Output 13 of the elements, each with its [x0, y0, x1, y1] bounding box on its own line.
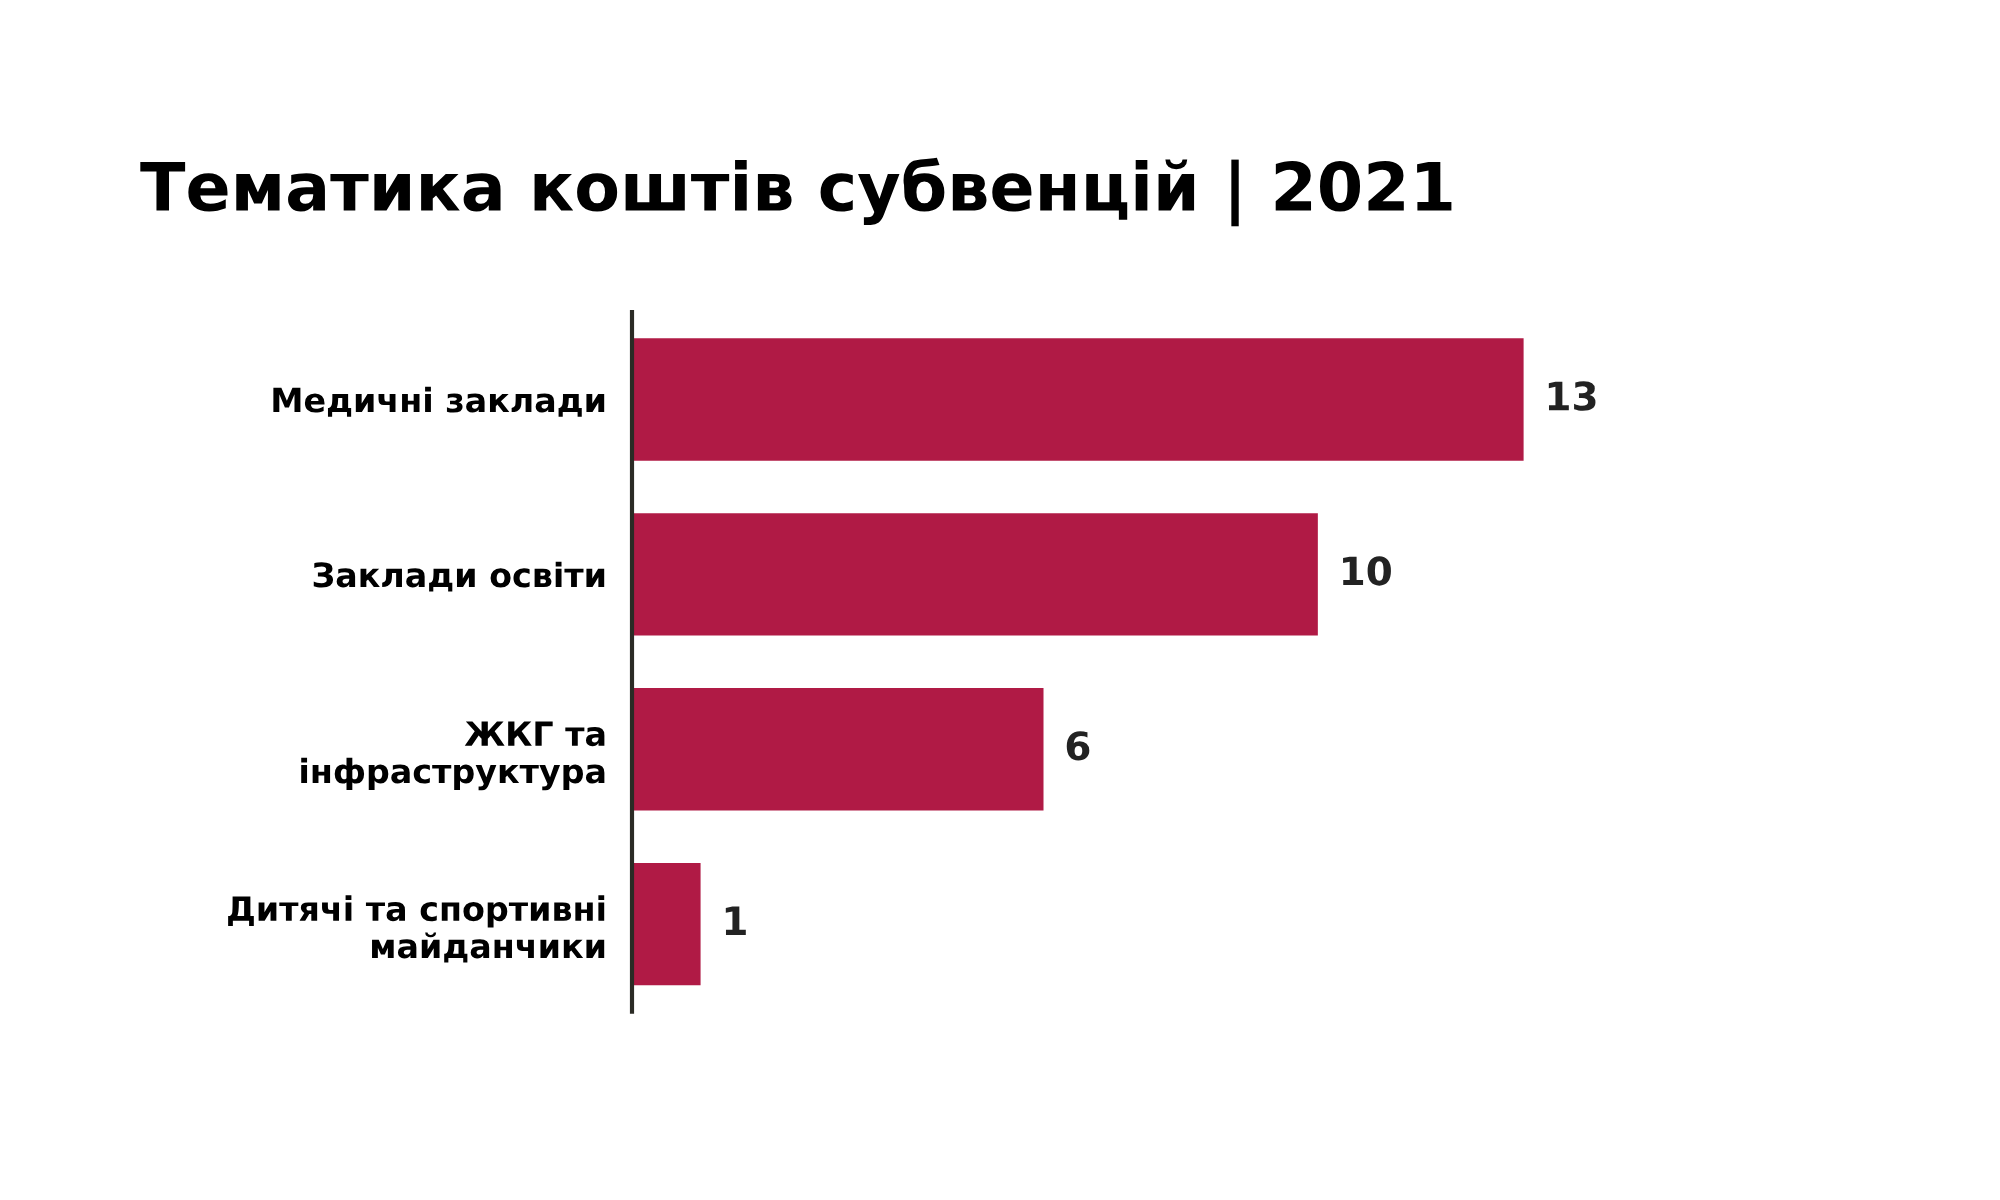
- data-label: 10: [1343, 556, 1391, 586]
- bar: [632, 338, 1524, 461]
- bar: [632, 513, 1318, 636]
- y-tick-label: Заклади освіти: [313, 561, 605, 592]
- bar: [632, 688, 1044, 811]
- bar: [632, 862, 701, 986]
- chart-title: Тематика коштів субвенцій | 2021: [140, 157, 1452, 227]
- y-tick-label: ЖКГ та інфраструктура: [301, 721, 605, 791]
- data-label: 6: [1066, 731, 1090, 761]
- y-tick-label: Медичні заклади: [273, 386, 605, 417]
- y-tick-label: Дитячі та спортивні майданчики: [228, 895, 605, 963]
- data-label: 1: [725, 906, 746, 935]
- data-label: 13: [1548, 381, 1596, 411]
